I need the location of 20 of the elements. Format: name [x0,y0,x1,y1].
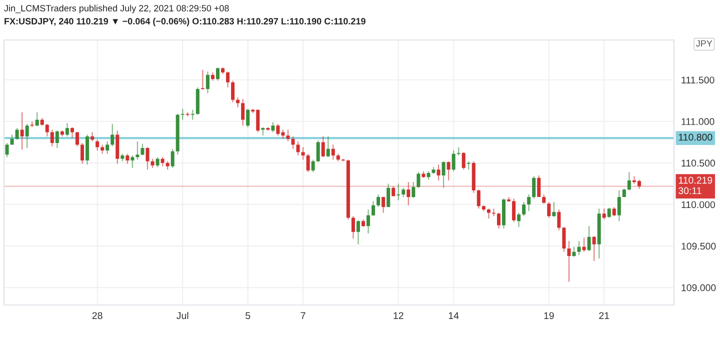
x-tick-label: Jul [176,312,188,320]
chart-title: Jin_LCMSTraders published July 22, 2021 08:29:50 +08 [4,4,229,14]
x-tick-label: 14 [448,312,459,319]
y-tick-label: 109.500 [682,242,716,250]
x-tick-label: 21 [599,312,610,319]
x-tick-label: 28 [92,312,102,320]
x-tick-label: 5 [246,312,250,320]
chart-subtitle: FX:USDJPY, 240 110.219 ▼ −0.064 (−0.06%) O:110.283 H:110.297 L:110.190 C:110.219 [4,18,366,26]
candlestick [507,196,511,203]
ref-line-label: 110.219 30:11 [678,176,712,194]
x-tick-label: 12 [394,312,404,319]
x-tick-label: 19 [544,312,554,320]
ref-line-label: 110.800 [678,134,712,141]
y-tick-label: 111.000 [682,118,714,126]
y-tick-label: 110.000 [682,201,715,208]
y-tick-label: 111.500 [682,76,714,84]
x-tick-label: 7 [300,312,306,319]
y-tick-label: 109.000 [682,284,716,292]
y-axis-title: JPY [696,40,712,47]
y-tick-label: 110.500 [682,160,715,167]
